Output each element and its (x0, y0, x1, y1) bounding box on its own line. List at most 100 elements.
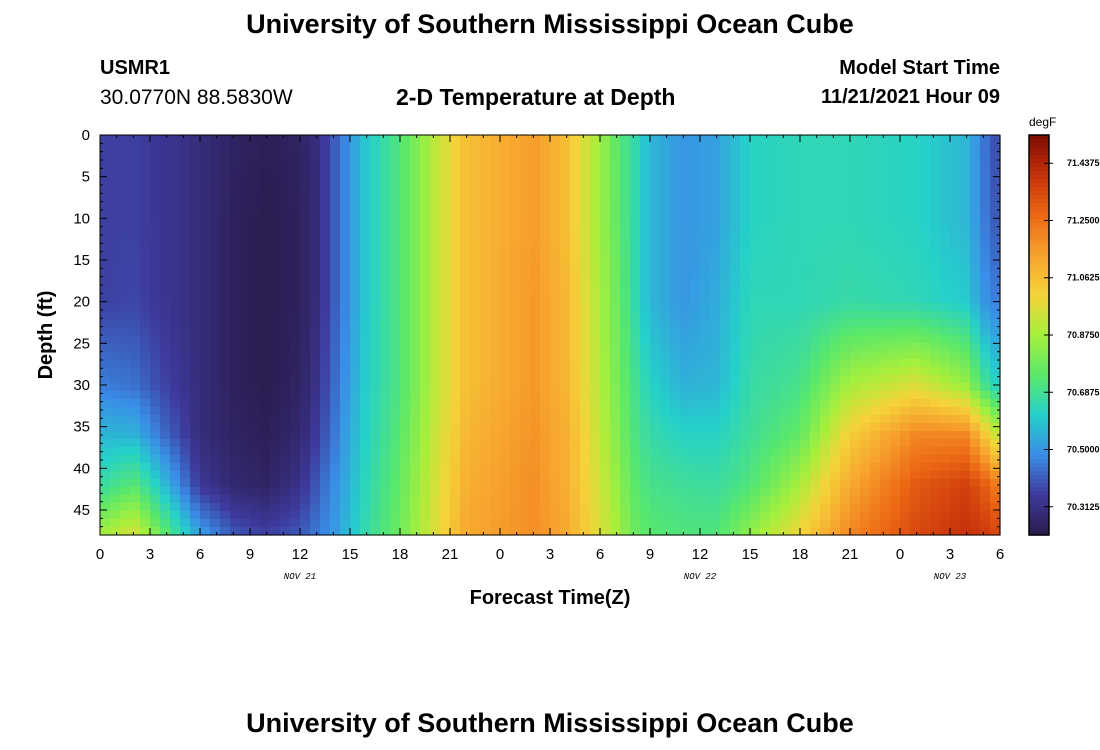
heatmap-cell (700, 343, 711, 352)
heatmap-cell (390, 303, 401, 312)
heatmap-cell (630, 423, 641, 432)
heatmap-cell (850, 223, 861, 232)
heatmap-cell (840, 247, 851, 256)
heatmap-cell (580, 519, 591, 528)
heatmap-cell (330, 319, 341, 328)
heatmap-cell (210, 511, 221, 520)
heatmap-cell (680, 167, 691, 176)
heatmap-cell (550, 143, 561, 152)
heatmap-cell (330, 335, 341, 344)
heatmap-cell (530, 503, 541, 512)
heatmap-cell (830, 295, 841, 304)
heatmap-cell (760, 215, 771, 224)
heatmap-cell (800, 319, 811, 328)
heatmap-cell (860, 143, 871, 152)
heatmap-cell (970, 191, 981, 200)
heatmap-cell (340, 207, 351, 216)
heatmap-cell (830, 335, 841, 344)
heatmap-cell (670, 303, 681, 312)
heatmap-cell (360, 247, 371, 256)
heatmap-cell (390, 215, 401, 224)
heatmap-cell (870, 415, 881, 424)
heatmap-cell (430, 431, 441, 440)
heatmap-cell (320, 343, 331, 352)
heatmap-cell (470, 503, 481, 512)
heatmap-cell (430, 167, 441, 176)
heatmap-cell (540, 487, 551, 496)
heatmap-cell (420, 367, 431, 376)
heatmap-cell (600, 135, 611, 144)
heatmap-cell (270, 223, 281, 232)
heatmap-cell (980, 423, 991, 432)
heatmap-cell (760, 471, 771, 480)
heatmap-cell (270, 503, 281, 512)
heatmap-cell (530, 407, 541, 416)
heatmap-cell (720, 479, 731, 488)
heatmap-cell (200, 135, 211, 144)
heatmap-cell (430, 335, 441, 344)
heatmap-cell (910, 367, 921, 376)
heatmap-cell (360, 439, 371, 448)
heatmap-cell (650, 463, 661, 472)
heatmap-cell (500, 495, 511, 504)
heatmap-cell (970, 295, 981, 304)
heatmap-cell (520, 223, 531, 232)
heatmap-cell (320, 391, 331, 400)
heatmap-cell (920, 255, 931, 264)
heatmap-cell (950, 359, 961, 368)
heatmap-cell (170, 191, 181, 200)
heatmap-cell (330, 271, 341, 280)
heatmap-cell (370, 439, 381, 448)
heatmap-cell (180, 279, 191, 288)
heatmap-cell (760, 175, 771, 184)
heatmap-cell (120, 255, 131, 264)
heatmap-cell (980, 439, 991, 448)
heatmap-cell (790, 247, 801, 256)
heatmap-cell (190, 223, 201, 232)
heatmap-cell (190, 167, 201, 176)
heatmap-cell (900, 319, 911, 328)
heatmap-cell (540, 183, 551, 192)
heatmap-cell (350, 479, 361, 488)
heatmap-cell (720, 175, 731, 184)
heatmap-cell (730, 439, 741, 448)
heatmap-cell (720, 311, 731, 320)
heatmap-cell (960, 295, 971, 304)
heatmap-cell (370, 183, 381, 192)
heatmap-cell (100, 527, 111, 536)
x-tick-label: 0 (96, 546, 104, 563)
heatmap-cell (150, 359, 161, 368)
heatmap-cell (480, 271, 491, 280)
heatmap-cell (740, 375, 751, 384)
heatmap-cell (670, 503, 681, 512)
heatmap-cell (370, 391, 381, 400)
heatmap-cell (250, 295, 261, 304)
heatmap-cell (710, 471, 721, 480)
heatmap-cell (580, 151, 591, 160)
heatmap-cell (960, 151, 971, 160)
heatmap-cell (820, 351, 831, 360)
heatmap-cell (130, 383, 141, 392)
heatmap-cell (240, 215, 251, 224)
heatmap-cell (910, 391, 921, 400)
heatmap-cell (590, 359, 601, 368)
heatmap-cell (680, 479, 691, 488)
heatmap-cell (830, 271, 841, 280)
heatmap-cell (960, 271, 971, 280)
heatmap-cell (880, 431, 891, 440)
heatmap-cell (690, 207, 701, 216)
heatmap-cell (900, 391, 911, 400)
heatmap-cell (640, 447, 651, 456)
heatmap-cell (210, 287, 221, 296)
heatmap-cell (450, 167, 461, 176)
heatmap-cell (180, 151, 191, 160)
heatmap-cell (580, 511, 591, 520)
heatmap-cell (190, 287, 201, 296)
heatmap-cell (740, 191, 751, 200)
heatmap-cell (420, 143, 431, 152)
heatmap-cell (530, 487, 541, 496)
heatmap-cell (520, 151, 531, 160)
heatmap-cell (290, 367, 301, 376)
heatmap-cell (790, 199, 801, 208)
heatmap-cell (130, 255, 141, 264)
